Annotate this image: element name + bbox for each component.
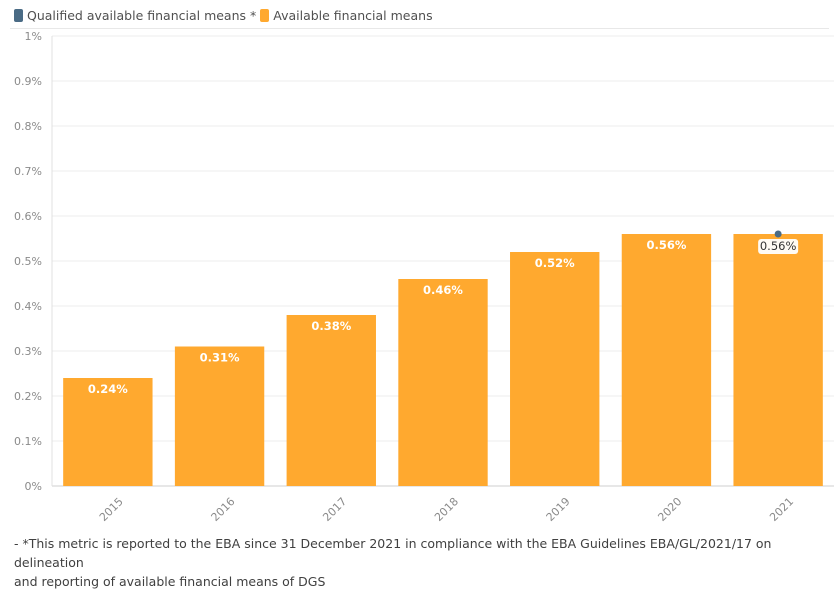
x-tick-label: 2019	[544, 495, 573, 524]
legend-item-available[interactable]: Available financial means	[260, 7, 433, 23]
bar-data-label: 0.38%	[311, 319, 351, 333]
x-tick-label: 2021	[767, 495, 796, 524]
bar	[174, 346, 265, 486]
bar-data-label: 0.52%	[535, 256, 575, 270]
bar	[63, 378, 153, 486]
chart-legend: Qualified available financial means * Av…	[14, 6, 437, 24]
x-tick-label: 2018	[432, 495, 461, 524]
marker-label-background	[758, 239, 799, 254]
y-tick-label: 1%	[25, 30, 42, 43]
x-tick-label: 2020	[655, 495, 684, 524]
x-tick-label: 2015	[97, 495, 126, 524]
x-tick-label: 2017	[320, 495, 349, 524]
legend-label-qualified: Qualified available financial means *	[27, 7, 257, 23]
y-tick-label: 0.7%	[14, 165, 42, 178]
x-tick-label: 2016	[209, 495, 238, 524]
qualified-marker-point	[774, 230, 782, 238]
bar	[733, 234, 823, 486]
footnote-line-1: - *This metric is reported to the EBA si…	[14, 536, 772, 570]
bar-data-label: 0.46%	[423, 283, 463, 297]
y-tick-label: 0.5%	[14, 255, 42, 268]
legend-swatch-available	[260, 8, 270, 22]
legend-label-available: Available financial means	[273, 7, 433, 23]
y-tick-label: 0.8%	[14, 120, 42, 133]
y-tick-label: 0.2%	[14, 390, 42, 403]
bar-data-label: 0.24%	[88, 382, 128, 396]
bar-data-label: 0.56%	[646, 238, 686, 252]
y-tick-label: 0%	[25, 480, 42, 493]
bar-chart: 0% 0.1% 0.2% 0.3% 0.4% 0.5% 0.6% 0.7% 0.8% 0.9% 1%…	[14, 30, 834, 524]
footnote-line-2: and reporting of available financial mea…	[14, 574, 326, 589]
legend-swatch-qualified	[14, 8, 23, 22]
bar-data-label: 0.31%	[200, 351, 240, 365]
footnote: - *This metric is reported to the EBA si…	[14, 534, 834, 591]
bar	[398, 279, 488, 486]
top-divider	[10, 28, 829, 29]
marker-data-label: 0.56%	[760, 239, 797, 253]
y-tick-label: 0.3%	[14, 345, 42, 358]
y-tick-label: 0.1%	[14, 435, 42, 448]
legend-item-qualified[interactable]: Qualified available financial means *	[14, 8, 256, 23]
bar	[621, 234, 712, 486]
y-tick-label: 0.6%	[14, 210, 42, 223]
bar	[286, 315, 376, 486]
y-tick-label: 0.4%	[14, 300, 42, 313]
y-tick-label: 0.9%	[14, 75, 42, 88]
bar	[510, 252, 600, 486]
